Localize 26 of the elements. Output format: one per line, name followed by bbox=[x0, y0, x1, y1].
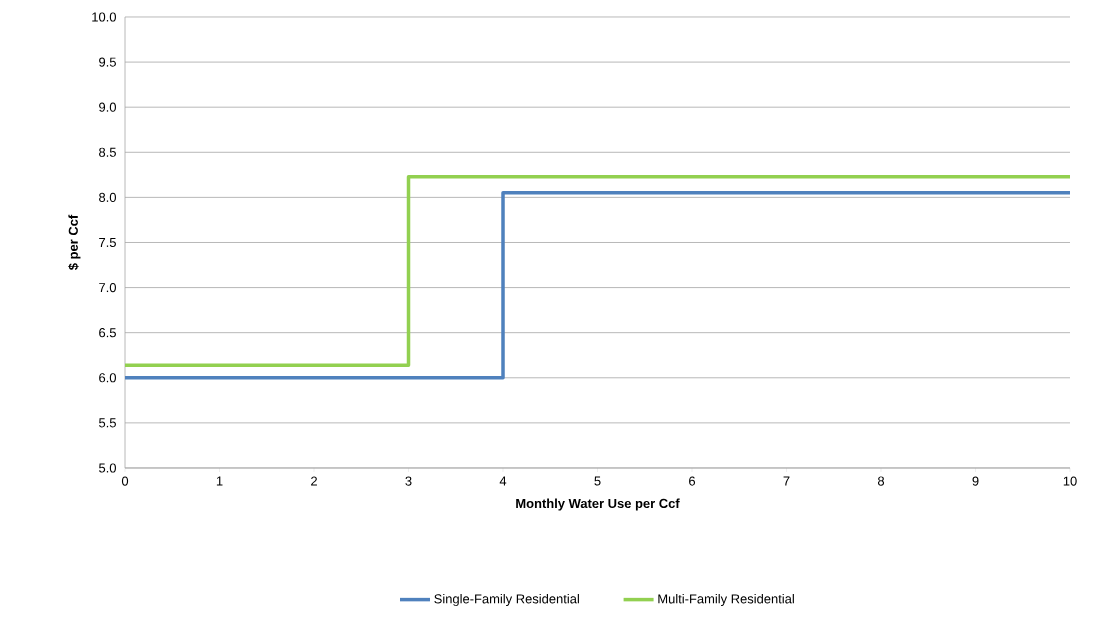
x-tick-label: 9 bbox=[972, 476, 979, 486]
x-tick-label: 5 bbox=[594, 476, 601, 486]
y-tick-label: 7.0 bbox=[99, 283, 116, 293]
x-tick-label: 4 bbox=[499, 476, 507, 486]
x-tick-label: 10 bbox=[1063, 476, 1077, 486]
legend-label: Single-Family Residential bbox=[434, 593, 579, 607]
y-tick-label: 5.0 bbox=[99, 463, 116, 473]
x-tick-label: 3 bbox=[405, 476, 412, 486]
y-tick-label: 7.5 bbox=[99, 237, 116, 247]
y-tick-label: 8.5 bbox=[99, 147, 116, 157]
x-tick-label: 1 bbox=[216, 476, 223, 486]
y-tick-label: 10.0 bbox=[92, 12, 116, 22]
x-tick-label: 7 bbox=[783, 476, 790, 486]
legend-label: Multi-Family Residential bbox=[658, 593, 794, 607]
y-tick-label: 6.0 bbox=[99, 373, 116, 383]
x-tick-label: 0 bbox=[121, 476, 129, 486]
y-axis-title: $ per Ccf bbox=[68, 214, 81, 271]
x-tick-label: 2 bbox=[311, 476, 317, 486]
y-tick-label: 6.5 bbox=[99, 328, 116, 338]
y-tick-label: 9.0 bbox=[99, 102, 116, 112]
x-tick-label: 6 bbox=[689, 476, 696, 486]
y-tick-label: 5.5 bbox=[99, 418, 116, 428]
x-tick-label: 8 bbox=[877, 476, 885, 486]
y-tick-label: 8.0 bbox=[99, 192, 116, 202]
y-tick-label: 9.5 bbox=[99, 57, 116, 67]
x-axis-title: Monthly Water Use per Ccf bbox=[516, 498, 680, 511]
